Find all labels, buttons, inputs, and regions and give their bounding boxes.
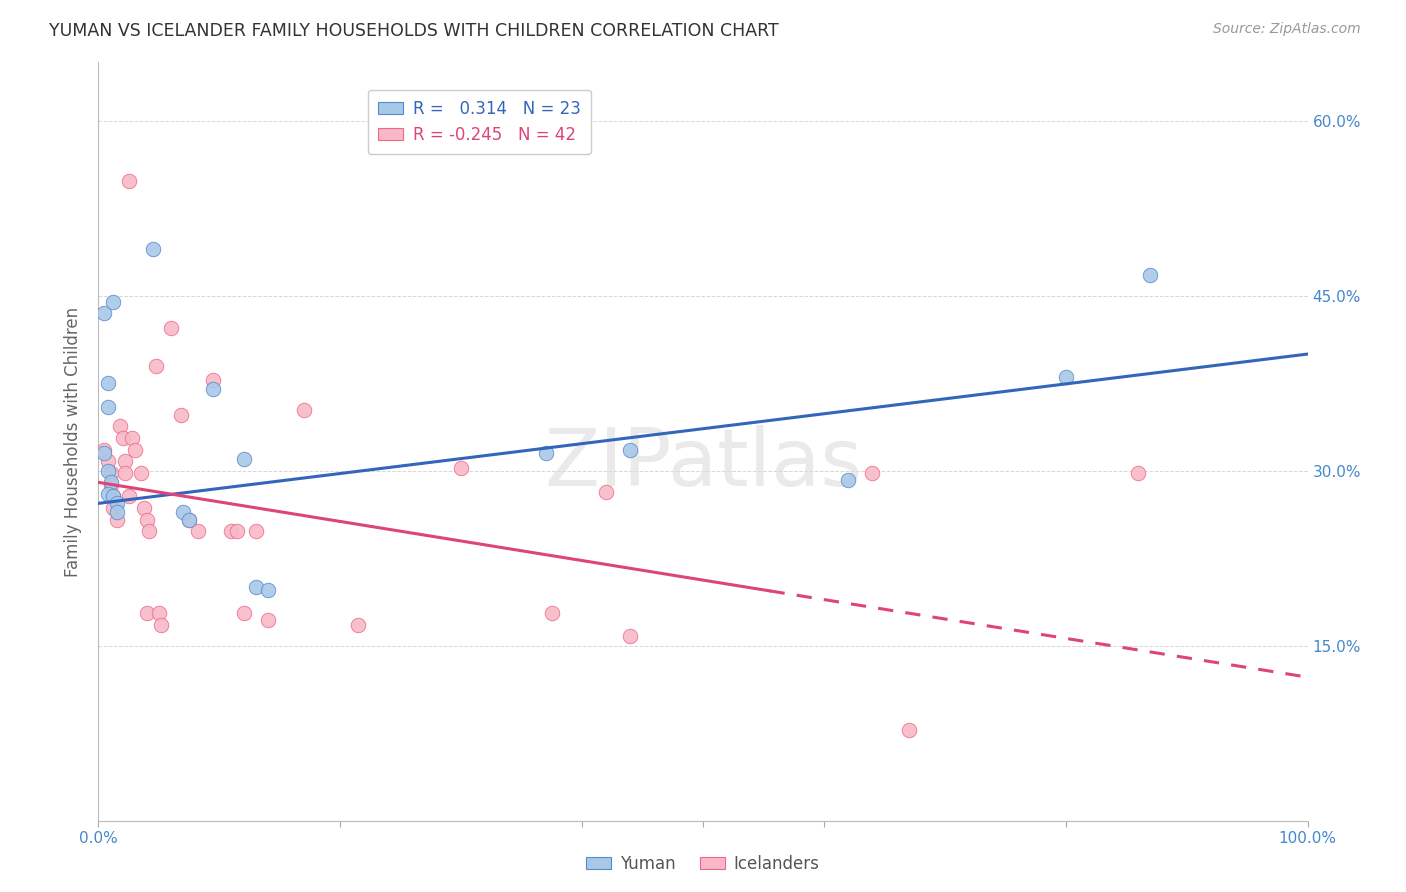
- Point: [105, 496, 128, 510]
- Point: [97, 376, 120, 391]
- Point: [121, 431, 143, 445]
- Point: [108, 419, 131, 434]
- Point: [93, 306, 115, 320]
- Point: [97, 464, 120, 478]
- Point: [619, 442, 641, 457]
- Point: [134, 501, 156, 516]
- Point: [897, 723, 920, 737]
- Point: [114, 466, 136, 480]
- Point: [100, 477, 122, 491]
- Point: [450, 461, 472, 475]
- Point: [347, 617, 370, 632]
- Point: [1128, 466, 1150, 480]
- Point: [138, 524, 160, 539]
- Point: [111, 431, 134, 445]
- Point: [100, 475, 122, 490]
- Point: [142, 242, 165, 256]
- Point: [97, 454, 120, 468]
- Legend: Yuman, Icelanders: Yuman, Icelanders: [579, 848, 827, 880]
- Point: [595, 484, 617, 499]
- Text: ZIPatlas: ZIPatlas: [544, 425, 862, 503]
- Point: [101, 501, 124, 516]
- Point: [148, 606, 170, 620]
- Point: [837, 473, 859, 487]
- Point: [245, 524, 267, 539]
- Point: [179, 513, 201, 527]
- Point: [226, 524, 249, 539]
- Point: [145, 359, 167, 373]
- Point: [202, 382, 225, 396]
- Point: [256, 613, 278, 627]
- Point: [187, 524, 209, 539]
- Point: [135, 606, 157, 620]
- Point: [292, 403, 315, 417]
- Point: [124, 442, 146, 457]
- Point: [93, 446, 115, 460]
- Point: [179, 513, 201, 527]
- Point: [101, 489, 124, 503]
- Point: [221, 524, 243, 539]
- Point: [256, 582, 278, 597]
- Point: [619, 629, 641, 643]
- Text: Source: ZipAtlas.com: Source: ZipAtlas.com: [1213, 22, 1361, 37]
- Point: [105, 513, 128, 527]
- Point: [172, 504, 194, 518]
- Point: [101, 294, 124, 309]
- Point: [1139, 268, 1161, 282]
- Point: [169, 408, 191, 422]
- Point: [534, 446, 557, 460]
- Point: [100, 466, 122, 480]
- Point: [105, 504, 128, 518]
- Point: [160, 321, 183, 335]
- Text: YUMAN VS ICELANDER FAMILY HOUSEHOLDS WITH CHILDREN CORRELATION CHART: YUMAN VS ICELANDER FAMILY HOUSEHOLDS WIT…: [49, 22, 779, 40]
- Point: [860, 466, 883, 480]
- Point: [93, 442, 115, 457]
- Point: [232, 606, 254, 620]
- Point: [118, 489, 141, 503]
- Point: [135, 513, 157, 527]
- Point: [245, 580, 267, 594]
- Legend: R =   0.314   N = 23, R = -0.245   N = 42: R = 0.314 N = 23, R = -0.245 N = 42: [368, 90, 591, 154]
- Point: [114, 454, 136, 468]
- Point: [202, 373, 225, 387]
- Point: [101, 489, 124, 503]
- Point: [97, 400, 120, 414]
- Point: [118, 174, 141, 188]
- Point: [97, 487, 120, 501]
- Point: [540, 606, 562, 620]
- Point: [232, 452, 254, 467]
- Y-axis label: Family Households with Children: Family Households with Children: [65, 307, 83, 576]
- Point: [150, 617, 173, 632]
- Point: [129, 466, 152, 480]
- Point: [1054, 370, 1077, 384]
